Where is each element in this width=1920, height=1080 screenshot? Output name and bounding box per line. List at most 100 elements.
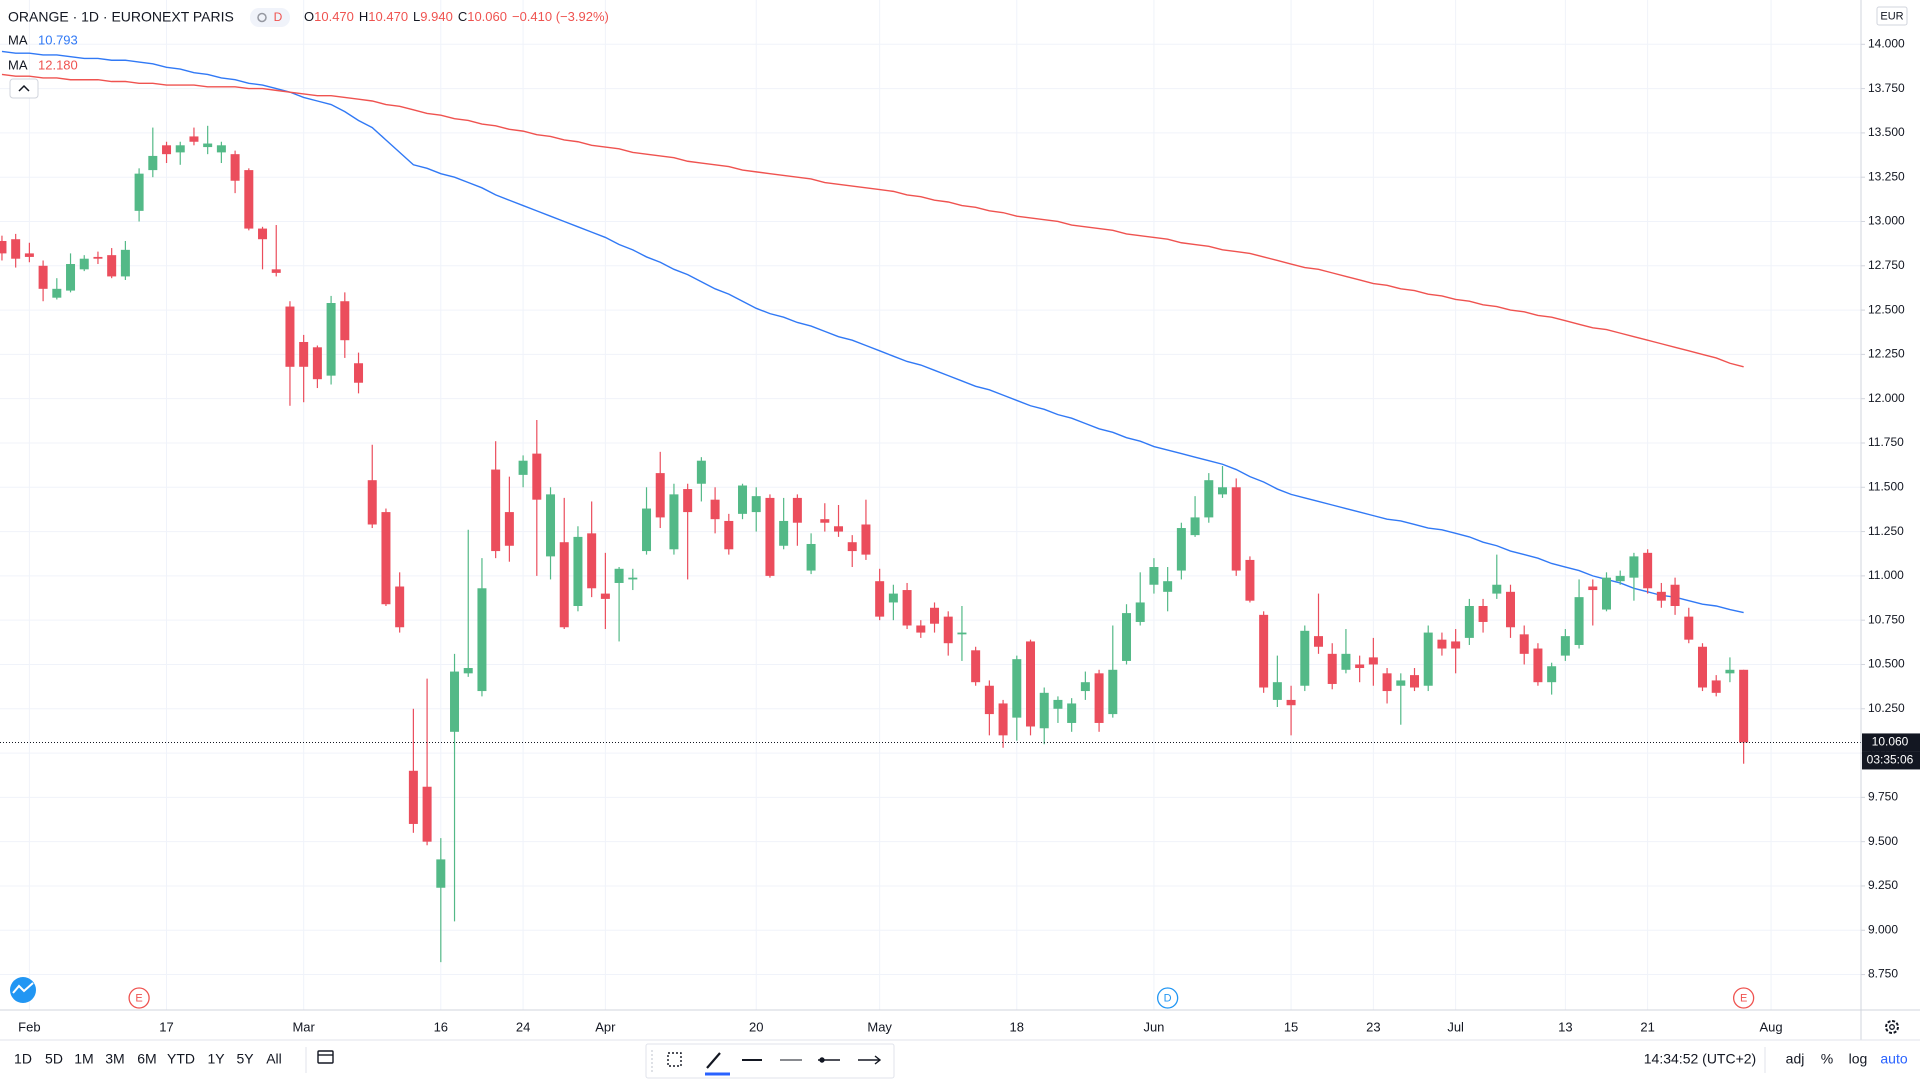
candle-body [1122, 613, 1132, 661]
candle-body [696, 460, 706, 484]
x-tick-label: 23 [1366, 1019, 1380, 1034]
candle-body [381, 512, 391, 605]
candle-body [1533, 648, 1543, 683]
date-range-icon[interactable] [317, 1050, 334, 1064]
grid [0, 0, 1861, 1010]
ma-legend: MA 10.793 MA 12.180 [8, 32, 78, 72]
candle-body [312, 347, 322, 380]
event-marker[interactable] [1732, 987, 1755, 1009]
event-marker[interactable] [1157, 987, 1179, 1009]
countdown-box [1862, 751, 1920, 770]
y-tick-label: 12.250 [1868, 347, 1905, 361]
range-button[interactable]: All [266, 1051, 282, 1067]
bottom-toolbar: 1D 5D 1M 3M 6M YTD 1Y 5Y All 14:34:52 (UTC+2) adj%… [14, 1047, 1908, 1073]
event-label: E [135, 992, 142, 1004]
candle-body [1327, 653, 1337, 684]
x-tick-label: 17 [159, 1019, 173, 1034]
candle-body [669, 494, 679, 550]
candle-body [491, 469, 501, 552]
logo-mark [12, 982, 34, 994]
x-tick-label: Aug [1759, 1019, 1782, 1034]
candle-body [1190, 517, 1200, 536]
candle-body [120, 249, 130, 277]
range-button[interactable]: 1Y [207, 1051, 225, 1067]
settings-gear-center [1889, 1024, 1895, 1030]
candle-body [340, 301, 350, 341]
line-tool-dot [819, 1057, 825, 1063]
range-button[interactable]: 6M [137, 1051, 156, 1067]
x-tick-label: Jun [1143, 1019, 1164, 1034]
candle-body [463, 668, 473, 674]
candle-body [738, 485, 748, 514]
candle-body [642, 508, 652, 552]
y-tick-label: 13.500 [1868, 125, 1905, 139]
candle-body [1670, 584, 1680, 606]
ohlc-value: 9.940 [420, 9, 453, 24]
y-tick-label: 12.750 [1868, 258, 1905, 272]
candle-body [1588, 586, 1598, 591]
range-button[interactable]: 5D [45, 1051, 63, 1067]
candle-body [1437, 639, 1447, 649]
y-tick-label: 12.000 [1868, 391, 1905, 405]
candle-body [1423, 632, 1433, 686]
range-button[interactable]: YTD [167, 1051, 195, 1067]
ohlc-legend: O10.470 H10.470 L9.940 C10.060 −0.410 (−3.92… [304, 9, 609, 24]
y-tick-label: 13.000 [1868, 214, 1905, 228]
candle-body [1519, 634, 1529, 654]
range-button[interactable]: 3M [105, 1051, 124, 1067]
ohlc-key: C [458, 9, 467, 24]
candle-body [0, 240, 7, 254]
scale-option[interactable]: auto [1880, 1051, 1907, 1067]
y-tick-label: 11.750 [1868, 435, 1904, 449]
clock: 14:34:52 (UTC+2) [1644, 1051, 1756, 1067]
candle-body [1560, 636, 1570, 656]
candle-body [477, 588, 487, 692]
arrow-tool-head [874, 1055, 882, 1065]
candle-body [573, 536, 583, 606]
candle-body [1492, 584, 1502, 594]
candle-body [244, 170, 254, 229]
event-marker[interactable] [128, 987, 150, 1009]
scale-option[interactable]: % [1821, 1051, 1833, 1067]
settings-gear[interactable] [1885, 1020, 1899, 1034]
selection-tool[interactable] [667, 1052, 682, 1067]
range-button[interactable]: 1D [14, 1051, 32, 1067]
candle-body [1094, 673, 1104, 723]
currency-box[interactable] [1876, 6, 1908, 26]
candle-body [408, 770, 418, 824]
scale-option[interactable]: adj [1786, 1051, 1805, 1067]
drawing-toolbar [645, 1043, 895, 1079]
interval-badge: D [274, 10, 283, 24]
candle-body [11, 239, 21, 259]
y-tick-label: 9.250 [1868, 878, 1898, 892]
x-tick-label: Apr [595, 1019, 616, 1034]
candle-body [1574, 597, 1584, 645]
candle-body [354, 363, 364, 383]
candle-body [600, 593, 610, 599]
candle-body [998, 703, 1008, 736]
candle-body [162, 145, 172, 155]
candle-body [1286, 699, 1296, 706]
candle-body [38, 265, 48, 289]
ohlc-key: O [304, 9, 314, 24]
x-tick-label: 18 [1010, 1019, 1024, 1034]
candle-body [710, 499, 720, 520]
y-tick-label: 11.000 [1868, 568, 1904, 582]
candle-body [1396, 680, 1406, 686]
candle-body [1163, 581, 1173, 592]
range-button[interactable]: 5Y [236, 1051, 254, 1067]
currency: EUR [1880, 10, 1903, 22]
candle-body [655, 473, 665, 518]
scale-option[interactable]: log [1849, 1051, 1868, 1067]
ohlc-key: H [359, 9, 368, 24]
y-tick-label: 9.750 [1868, 790, 1898, 804]
range-button[interactable]: 1M [74, 1051, 93, 1067]
brush-tool[interactable] [706, 1052, 721, 1069]
candle-body [258, 228, 268, 240]
y-tick-label: 13.750 [1868, 81, 1905, 95]
candle-body [107, 255, 117, 277]
badge-pill[interactable] [250, 8, 290, 27]
candle-body [1506, 591, 1515, 628]
collapse-button[interactable] [9, 78, 39, 99]
